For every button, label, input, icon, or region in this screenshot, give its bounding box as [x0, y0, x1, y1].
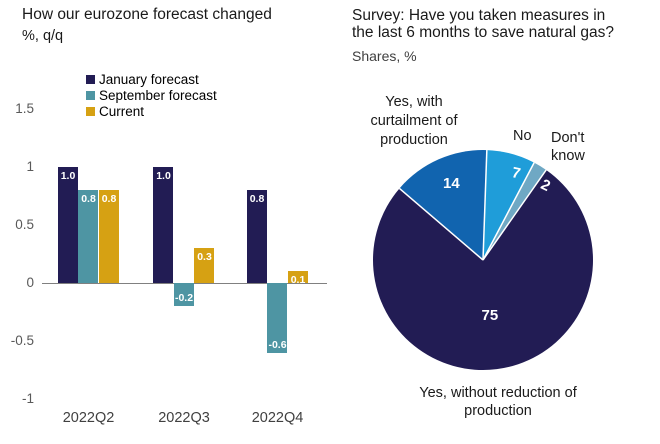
pie-slice-yes-with-curtailment-of-production [399, 150, 487, 260]
legend-swatch [86, 90, 95, 100]
y-tick-label: -1 [21, 391, 34, 406]
bar-september-forecast [173, 283, 194, 307]
bar-value-label: 0.1 [290, 274, 306, 287]
bar-value-label: 0.3 [197, 251, 212, 264]
bar-current [98, 190, 119, 283]
y-tick-label: 0.5 [15, 217, 34, 232]
bar-value-label: 0.8 [101, 193, 117, 206]
bar-value-label: -0.2 [174, 292, 194, 305]
legend-swatch [86, 74, 95, 84]
bar-value-label: 0.8 [81, 193, 96, 206]
pie-value-label: 7 [510, 164, 522, 182]
y-tick-label: 1.5 [15, 101, 34, 116]
pie-label-no: No [513, 128, 532, 144]
pie-chart-title-line-2: the last 6 months to save natural gas? [352, 24, 614, 41]
pie-slice-divider [398, 187, 484, 261]
y-tick-label: 1 [26, 159, 34, 174]
bar-value-label: -0.6 [268, 338, 287, 351]
bar-january-forecast [57, 167, 78, 283]
pie-slice-don-t-know [483, 162, 547, 260]
pie-chart-panel: Survey: Have you taken measures in the l… [330, 0, 660, 444]
pie-label-dont-know: Don't know [551, 130, 585, 164]
pie-slice-divider [482, 162, 535, 261]
legend-label: September forecast [99, 87, 217, 103]
pie-chart-title: Survey: Have you taken measures in the l… [352, 7, 652, 41]
bar-chart-subtitle: %, q/q [22, 28, 64, 44]
legend: January forecast September forecast Curren… [86, 71, 217, 119]
bar-current [194, 248, 215, 283]
x-category-label: 2022Q3 [158, 410, 210, 426]
legend-item: Current [86, 103, 217, 119]
y-tick-label: -0.5 [10, 333, 34, 348]
legend-label: Current [99, 103, 145, 119]
bar-january-forecast [246, 190, 267, 283]
legend-item: January forecast [86, 71, 217, 87]
pie-slice-divider [482, 169, 547, 261]
y-tick-label: 0 [26, 275, 34, 290]
pie-slice-divider [482, 150, 488, 261]
bar-january-forecast [153, 167, 174, 283]
bar-value-label: 0.8 [249, 193, 265, 206]
bar-september-forecast [78, 190, 99, 283]
bar-september-forecast [267, 283, 288, 353]
x-category-label: 2022Q4 [251, 410, 304, 426]
pie-chart-title-line-1: Survey: Have you taken measures in [352, 7, 606, 24]
legend-swatch [86, 106, 95, 116]
bar-chart-title: How our eurozone forecast changed [22, 6, 272, 23]
bar-chart-panel: How our eurozone forecast changed %, q/q… [10, 6, 327, 426]
pie-value-label: 75 [482, 307, 499, 324]
legend-label: January forecast [99, 71, 199, 87]
bar-plot-area: 1.5 1 0.5 0 -0.5 -1 1.0 1.0 0.8 0.8 -0.2 -0.6 0.8 0.3… [10, 101, 327, 426]
pie-slice-yes-without-reduction-of-production [372, 169, 593, 371]
bar-value-label: 1.0 [156, 170, 171, 182]
pie-label-yes-with-curtailment: Yes, with curtailment of production [370, 94, 458, 148]
pie-label-yes-without-reduction: Yes, without reduction of production [419, 385, 577, 419]
bar-value-label: 1.0 [60, 170, 76, 182]
legend-item: September forecast [86, 87, 217, 103]
x-category-label: 2022Q2 [62, 410, 115, 426]
bar-current [287, 271, 308, 283]
pie-chart-subtitle: Shares, % [352, 48, 417, 64]
pie-slice-no [483, 150, 535, 260]
pie-value-label: 14 [443, 175, 460, 192]
